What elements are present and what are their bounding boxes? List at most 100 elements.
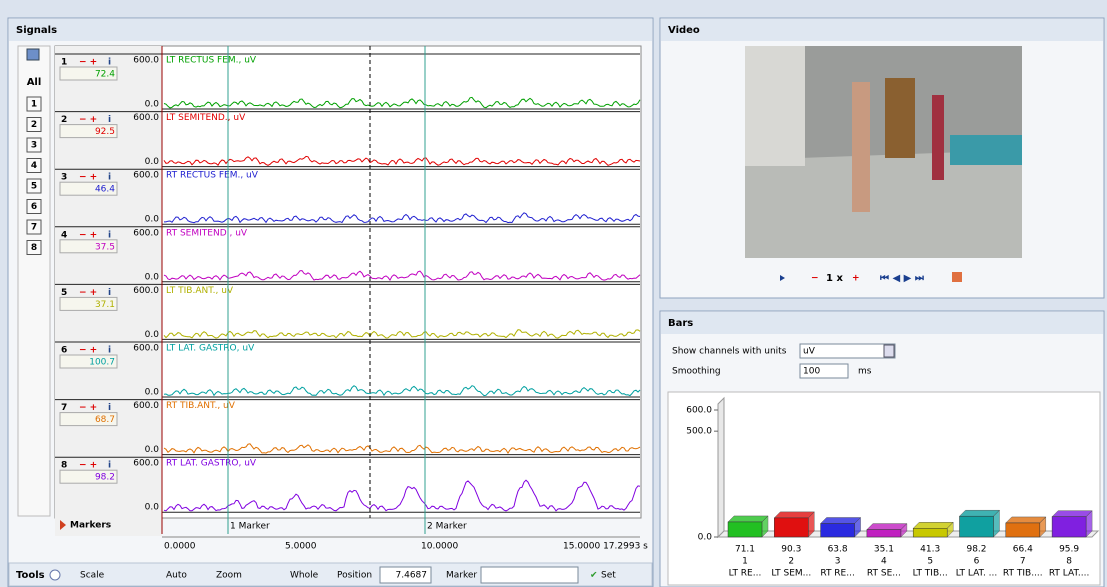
tools-toggle[interactable] xyxy=(50,570,60,580)
channel-info[interactable]: i xyxy=(108,115,111,125)
dropdown-arrow[interactable] xyxy=(884,345,894,357)
bar xyxy=(960,516,994,537)
channel-info[interactable]: i xyxy=(108,173,111,183)
zoom-button[interactable]: Zoom xyxy=(216,571,242,581)
channel-number: 3 xyxy=(61,173,67,183)
channel-controls[interactable]: − + xyxy=(79,346,97,356)
scale-max: 600.0 xyxy=(133,344,159,354)
channel-button-label: 4 xyxy=(31,161,37,171)
channel-info[interactable]: i xyxy=(108,58,111,68)
scale-min: 0.0 xyxy=(145,445,160,455)
signals-title: Signals xyxy=(16,25,57,36)
channel-info[interactable]: i xyxy=(108,346,111,356)
scale-min: 0.0 xyxy=(145,503,160,513)
units-value: uV xyxy=(803,347,816,357)
channel-info[interactable]: i xyxy=(108,288,111,298)
channel-label: LT RE... xyxy=(729,569,762,579)
time-tick-label: 0.0000 xyxy=(164,542,196,552)
time-tick-label: 10.0000 xyxy=(421,542,458,552)
y-tick-label: 600.0 xyxy=(686,406,712,416)
channel-info[interactable]: i xyxy=(108,230,111,240)
bar-top xyxy=(821,517,861,523)
scale-max: 600.0 xyxy=(133,113,159,123)
category-label: 8 xyxy=(1066,557,1072,567)
video-person xyxy=(932,95,944,180)
channel-info[interactable]: i xyxy=(108,461,111,471)
channel-selector xyxy=(18,46,50,516)
marker-label: 1 Marker xyxy=(230,522,270,532)
scale-max: 600.0 xyxy=(133,56,159,66)
bars-header xyxy=(661,312,1103,334)
value-label: 95.9 xyxy=(1059,545,1079,555)
units-label: Show channels with units xyxy=(672,347,787,357)
channel-number: 1 xyxy=(61,58,67,68)
marker-select[interactable] xyxy=(481,567,578,583)
snapshot-button[interactable] xyxy=(952,272,962,282)
app: Signals Video Bars All − 1 x + ⏮ ◀ ▶ ⏭ S… xyxy=(0,0,1107,587)
bar-top xyxy=(960,510,1000,516)
video-floor xyxy=(745,150,1022,258)
channel-controls[interactable]: − + xyxy=(79,173,97,183)
position-value: 7.4687 xyxy=(396,571,428,581)
position-label: Position xyxy=(337,571,372,581)
value-label: 71.1 xyxy=(735,545,755,555)
faster-button[interactable]: + xyxy=(852,274,860,284)
bar-top xyxy=(1052,511,1092,517)
channel-controls[interactable]: − + xyxy=(79,58,97,68)
channel-button-label: 7 xyxy=(31,223,37,233)
set-button[interactable]: Set xyxy=(601,571,616,581)
tools-label: Tools xyxy=(16,570,45,581)
category-label: 4 xyxy=(881,557,887,567)
bar xyxy=(1052,517,1086,537)
speed: 1 x xyxy=(826,273,843,284)
value-label: 98.2 xyxy=(966,545,986,555)
value-label: 41.3 xyxy=(920,545,940,555)
bar xyxy=(867,530,901,537)
channel-name: LT SEMITEND., uV xyxy=(166,113,246,123)
channel-controls[interactable]: − + xyxy=(79,403,97,413)
channel-button-label: 2 xyxy=(31,120,37,130)
scale-min: 0.0 xyxy=(145,272,160,282)
channel-number: 2 xyxy=(61,115,67,125)
markers-label: Markers xyxy=(70,521,111,531)
scale-min: 0.0 xyxy=(145,157,160,167)
scale-max: 600.0 xyxy=(133,459,159,469)
channel-controls[interactable]: − + xyxy=(79,115,97,125)
bar xyxy=(1006,523,1040,537)
channel-label: RT LAT.... xyxy=(1049,569,1090,579)
channel-info[interactable]: i xyxy=(108,403,111,413)
bars-title: Bars xyxy=(668,318,693,329)
slower-button[interactable]: − xyxy=(811,274,819,284)
auto-button[interactable]: Auto xyxy=(166,571,187,581)
channel-button-label: 3 xyxy=(31,141,37,151)
select-icon[interactable] xyxy=(27,49,39,60)
scale-min: 0.0 xyxy=(145,215,160,225)
scale-max: 600.0 xyxy=(133,171,159,181)
video-cabinet xyxy=(745,46,805,166)
channel-controls[interactable]: − + xyxy=(79,288,97,298)
channel-button-label: 6 xyxy=(31,202,37,212)
channel-controls[interactable]: − + xyxy=(79,461,97,471)
channel-number: 8 xyxy=(61,461,67,471)
bar xyxy=(913,528,947,537)
bar-top xyxy=(913,522,953,528)
step-controls[interactable]: ⏮ ◀ ▶ ⏭ xyxy=(880,273,924,284)
channel-label: RT RE... xyxy=(820,569,854,579)
channel-value: 68.7 xyxy=(95,415,115,425)
set-icon[interactable]: ✔ xyxy=(590,571,598,581)
channel-name: LT LAT. GASTRO, uV xyxy=(166,344,255,354)
all-button[interactable]: All xyxy=(27,77,42,88)
channel-button-label: 8 xyxy=(31,243,37,253)
scale-min: 0.0 xyxy=(145,100,160,110)
video-bed xyxy=(950,135,1022,165)
channel-name: RT SEMITEND., uV xyxy=(166,228,248,238)
value-label: 35.1 xyxy=(874,545,894,555)
whole-button[interactable]: Whole xyxy=(290,571,319,581)
channel-name: LT RECTUS FEM., uV xyxy=(166,56,257,66)
channel-name: RT LAT. GASTRO, uV xyxy=(166,459,257,469)
channel-controls[interactable]: − + xyxy=(79,230,97,240)
chart-wall xyxy=(718,398,724,537)
category-label: 2 xyxy=(788,557,794,567)
scale-button[interactable]: Scale xyxy=(80,571,105,581)
channel-button-label: 1 xyxy=(31,100,37,110)
